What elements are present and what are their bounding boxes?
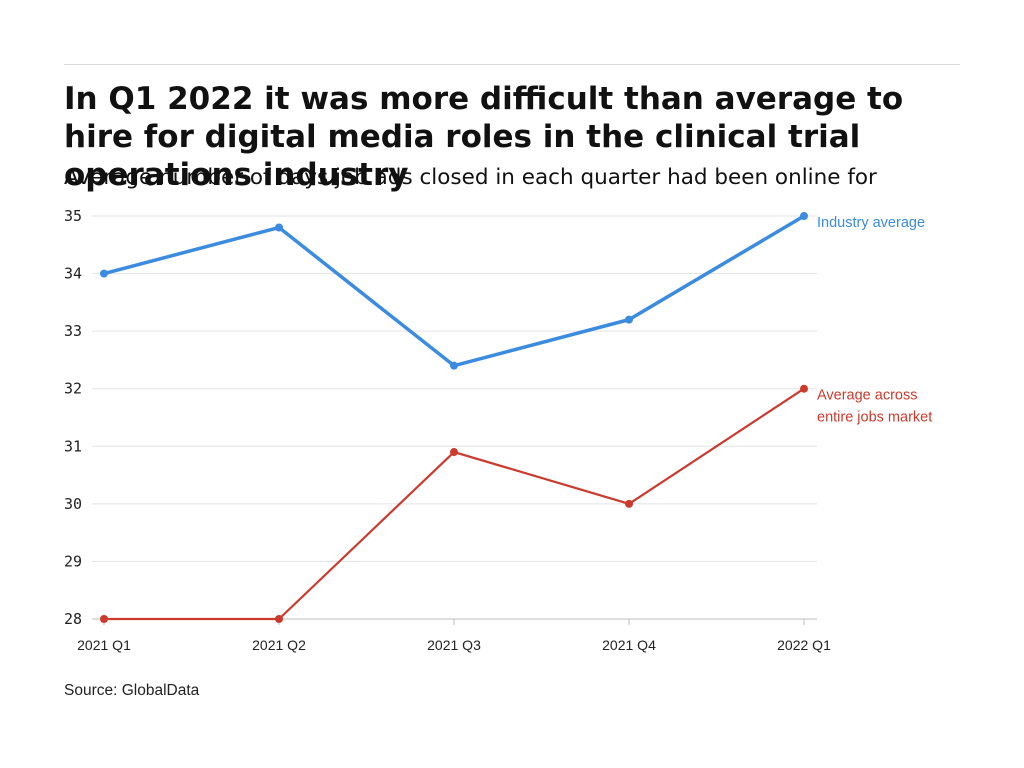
y-tick-label: 32 xyxy=(64,380,82,398)
chart-subtitle: Average number of days job ads closed in… xyxy=(64,165,877,190)
data-point xyxy=(625,499,633,508)
series-lines xyxy=(100,212,808,623)
data-point xyxy=(275,615,283,623)
x-tick-label: 2021 Q2 xyxy=(252,637,306,653)
series-label-industry: Industry average xyxy=(817,215,925,231)
series-line-industry xyxy=(102,214,806,368)
y-tick-label: 28 xyxy=(64,610,82,628)
x-axis-ticks: 2021 Q1 2021 Q2 2021 Q3 2021 Q4 2022 Q1 xyxy=(77,619,831,653)
source-note: Source: GlobalData xyxy=(64,682,200,699)
x-tick-label: 2022 Q1 xyxy=(777,637,831,653)
series-label-market: entire jobs market xyxy=(817,410,932,426)
y-tick-label: 30 xyxy=(64,495,82,513)
data-point xyxy=(450,361,458,370)
data-point xyxy=(100,269,108,278)
y-tick-label: 35 xyxy=(64,207,82,225)
gridlines xyxy=(92,215,817,620)
data-point xyxy=(800,212,808,220)
data-point xyxy=(275,223,283,232)
y-axis-ticks: 28 29 30 31 32 33 34 35 xyxy=(64,207,82,628)
data-point xyxy=(100,615,108,623)
data-point xyxy=(450,448,458,457)
chart-title: In Q1 2022 it was more difficult than av… xyxy=(64,81,904,193)
y-tick-label: 31 xyxy=(64,437,82,455)
y-tick-label: 34 xyxy=(64,265,82,283)
series-labels: Industry average Average across entire job… xyxy=(817,215,932,426)
series-label-market: Average across xyxy=(817,388,917,404)
x-tick-label: 2021 Q4 xyxy=(602,637,656,653)
x-tick-label: 2021 Q3 xyxy=(427,637,481,653)
x-tick-label: 2021 Q1 xyxy=(77,637,131,653)
data-point xyxy=(625,315,633,324)
y-tick-label: 29 xyxy=(64,552,82,570)
data-point xyxy=(800,384,808,393)
top-divider xyxy=(64,64,960,65)
y-tick-label: 33 xyxy=(64,322,82,340)
